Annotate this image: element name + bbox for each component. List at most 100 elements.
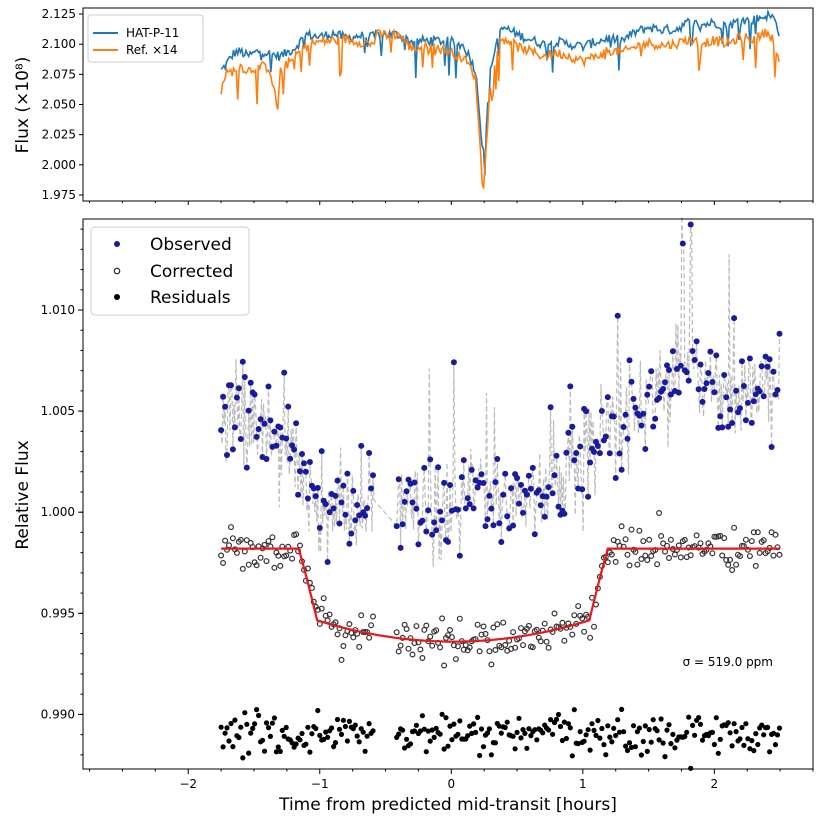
residual-point — [561, 719, 568, 725]
corrected-point — [289, 555, 296, 562]
residual-point — [630, 723, 637, 729]
residual-point — [522, 730, 528, 737]
corrected-point — [218, 552, 225, 559]
observed-point — [245, 407, 252, 414]
residual-point — [624, 747, 631, 754]
residual-point — [236, 734, 242, 741]
residual-point — [672, 745, 678, 751]
observed-point — [731, 315, 738, 322]
observed-point — [409, 499, 416, 506]
residual-point — [445, 743, 451, 749]
observed-point — [261, 420, 268, 427]
corrected-point — [494, 621, 501, 628]
corrected-point — [517, 625, 524, 632]
residual-point — [321, 736, 327, 743]
observed-point — [429, 531, 436, 538]
observed-point — [326, 509, 333, 516]
observed-point — [679, 240, 686, 247]
residual-point — [567, 725, 573, 731]
corrected-point — [537, 638, 544, 645]
residual-point — [518, 735, 524, 741]
residual-point — [765, 724, 771, 731]
observed-point — [727, 406, 734, 413]
corrected-point — [263, 558, 270, 565]
observed-point — [508, 485, 515, 492]
observed-point — [610, 413, 617, 420]
observed-point — [304, 495, 311, 502]
corrected-point — [474, 621, 481, 628]
observed-point — [222, 403, 229, 410]
observed-point — [500, 491, 507, 498]
corrected-point — [441, 662, 448, 669]
residual-point — [431, 734, 437, 741]
residual-point — [220, 744, 226, 750]
observed-point — [725, 423, 732, 430]
residual-point — [585, 727, 591, 733]
residual-point — [252, 721, 258, 727]
residual-point — [478, 726, 485, 732]
observed-point — [470, 505, 477, 512]
corrected-point — [697, 540, 704, 547]
observed-point — [484, 516, 491, 523]
observed-point — [348, 530, 355, 537]
sigma-annotation: σ = 519.0 ppm — [683, 655, 773, 669]
observed-point — [237, 436, 244, 442]
corrected-point — [677, 554, 684, 561]
residual-point — [407, 741, 414, 747]
observed-point — [723, 394, 730, 401]
corrected-point — [334, 631, 341, 638]
corrected-point — [731, 524, 738, 531]
bottom-legend-box — [90, 226, 250, 316]
bottom-y-ticks: 0.990 0.995 1.000 1.005 1.010 — [41, 228, 83, 756]
top-ytick-label: 1.975 — [42, 188, 76, 202]
legend-marker-corrected — [113, 267, 121, 275]
observed-point — [496, 520, 503, 527]
corrected-point — [226, 542, 233, 549]
observed-point — [255, 426, 262, 432]
observed-point — [318, 448, 325, 455]
observed-point — [366, 450, 373, 456]
top-series-line-0 — [220, 8, 780, 176]
corrected-point — [581, 628, 588, 635]
corrected-point — [646, 536, 653, 543]
corrected-point — [744, 546, 751, 553]
residual-point — [553, 716, 560, 723]
corrected-point — [551, 610, 558, 617]
residual-point — [540, 730, 546, 736]
corrected-point — [265, 538, 272, 545]
corrected-point — [366, 634, 373, 641]
residual-point — [747, 746, 753, 752]
observed-point — [293, 420, 300, 427]
corrected-point — [447, 626, 454, 633]
corrected-point — [510, 629, 517, 636]
observed-point — [553, 452, 560, 459]
legend-marker-observed — [114, 241, 120, 247]
bottom-x-ticks: −2 −1 0 1 2 — [89, 769, 814, 791]
corrected-point — [590, 623, 597, 630]
residual-point — [352, 722, 358, 728]
residual-point — [609, 739, 615, 745]
observed-point — [322, 501, 329, 508]
corrected-point — [318, 605, 325, 612]
residual-point — [473, 729, 479, 736]
corrected-point — [439, 615, 446, 622]
residual-point — [644, 748, 650, 755]
observed-point — [330, 505, 337, 512]
corrected-point — [409, 651, 416, 658]
corrected-point — [569, 631, 576, 638]
residual-point — [323, 729, 329, 735]
residual-point — [259, 737, 266, 743]
residual-point — [731, 721, 737, 727]
residual-point — [569, 753, 575, 759]
observed-point — [423, 528, 430, 535]
residual-point — [279, 727, 285, 734]
corrected-point — [370, 613, 377, 620]
corrected-point — [368, 622, 375, 629]
observed-point — [549, 490, 556, 497]
observed-point — [555, 503, 562, 510]
observed-point — [342, 511, 349, 518]
corrected-point — [395, 648, 402, 655]
corrected-point — [466, 644, 473, 651]
top-series-line-1 — [220, 27, 780, 189]
observed-point — [354, 502, 361, 508]
